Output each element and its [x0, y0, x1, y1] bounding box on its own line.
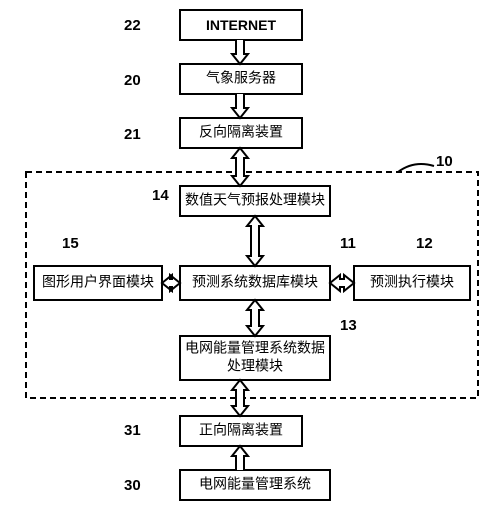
- diagram-canvas: 10 INTERNET 22 气象服务器 20 反向隔离装置 21 数值天气预报处理模块 14 图…: [0, 0, 500, 512]
- box-rev_iso-text: 反向隔离装置: [199, 124, 283, 141]
- box-weather_srv-text: 气象服务器: [206, 71, 276, 87]
- label-10: 10: [436, 153, 453, 170]
- box-nwp-text: 数值天气预报处理模块: [185, 193, 325, 209]
- label-20: 20: [124, 72, 141, 89]
- arrow-bidir-v-icon: [232, 148, 248, 186]
- box-db-text: 预测系统数据库模块: [192, 275, 318, 291]
- label-22: 22: [124, 17, 141, 34]
- box-exec-text: 预测执行模块: [370, 275, 454, 291]
- box-gui-text: 图形用户界面模块: [42, 274, 154, 291]
- arrow-bidir-h-icon: [162, 275, 180, 291]
- arrow-bidir-v-icon: [247, 216, 263, 266]
- box-internet-text: INTERNET: [206, 17, 276, 33]
- label-15: 15: [62, 235, 79, 252]
- label-11: 11: [340, 235, 356, 252]
- arrow-down-icon: [232, 40, 248, 64]
- box-grid_proc-text1: 电网能量管理系统数据: [185, 341, 325, 357]
- arrow-down-icon: [232, 94, 248, 118]
- box-grid_proc-text2: 处理模块: [227, 359, 283, 375]
- label-14: 14: [152, 187, 169, 204]
- arrow-up-icon: [232, 446, 248, 470]
- label-13: 13: [340, 317, 357, 334]
- label-21: 21: [124, 126, 141, 143]
- arrow-bidir-h-icon: [330, 275, 354, 291]
- box-grid_mgmt-text: 电网能量管理系统: [199, 477, 311, 493]
- box-fwd_iso-text: 正向隔离装置: [199, 422, 283, 439]
- arrow-bidir-v-icon: [247, 300, 263, 336]
- label-30: 30: [124, 477, 141, 494]
- label-12: 12: [416, 235, 433, 252]
- leader-curve: [398, 164, 434, 172]
- label-31: 31: [124, 422, 141, 439]
